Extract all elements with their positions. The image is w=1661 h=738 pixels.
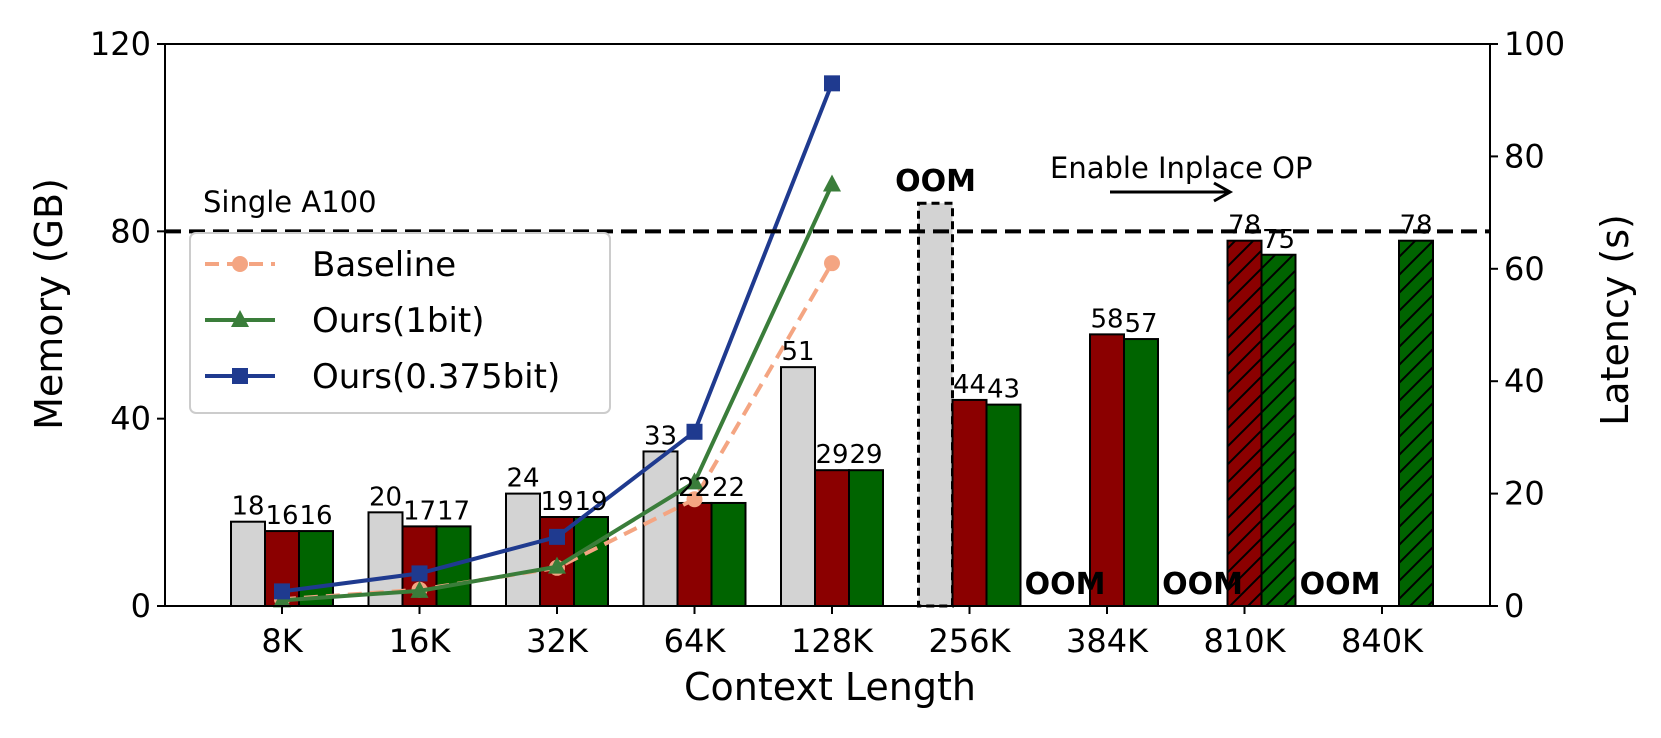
bar-hatch-ours0375_mem-840K bbox=[1399, 240, 1433, 606]
bar-label-ours1bit_mem-64K: 22 bbox=[678, 473, 711, 503]
bar-ours0375_mem-384K bbox=[1123, 338, 1159, 607]
y-right-tick-label-60: 60 bbox=[1504, 250, 1545, 288]
x-tick-label-840K: 840K bbox=[1341, 622, 1424, 660]
y-left-tick-label-80: 80 bbox=[110, 212, 151, 250]
bar-ours0375_mem-128K bbox=[848, 469, 884, 607]
bar-ours0375_mem-64K bbox=[710, 501, 747, 608]
y-left-tick-label-40: 40 bbox=[110, 400, 151, 438]
marker-Ours(0.375bit)-64K bbox=[686, 423, 703, 440]
legend-label-Ours(0.375bit): Ours(0.375bit) bbox=[312, 357, 560, 397]
legend-label-Ours(1bit): Ours(1bit) bbox=[312, 301, 485, 341]
marker-Ours(0.375bit)-8K bbox=[274, 583, 290, 600]
annotation-arrow-head bbox=[1213, 181, 1234, 203]
x-tick-label-128K: 128K bbox=[791, 622, 874, 660]
single-a100-label: Single A100 bbox=[203, 185, 377, 219]
bar-ours1bit_mem-64K bbox=[676, 501, 713, 608]
oom-label-384K: OOM bbox=[1025, 567, 1106, 602]
bar-ours1bit_mem-384K bbox=[1089, 333, 1125, 607]
bar-label-ours1bit_mem-16K: 17 bbox=[403, 496, 436, 526]
x-tick-label-64K: 64K bbox=[664, 622, 727, 660]
y-axis-right-title: Latency (s) bbox=[1593, 214, 1637, 426]
marker-Ours(0.375bit)-16K bbox=[411, 565, 428, 582]
marker-Ours(1bit)-32K bbox=[548, 556, 566, 574]
bar-label-baseline_mem-32K: 24 bbox=[506, 464, 539, 494]
legend-label-Baseline: Baseline bbox=[312, 245, 456, 285]
x-tick-label-32K: 32K bbox=[526, 622, 589, 660]
y-left-tick-label-120: 120 bbox=[90, 25, 151, 63]
bar-ours0375_mem-8K bbox=[298, 530, 334, 607]
marker-Ours(1bit)-16K bbox=[410, 580, 429, 598]
marker-Ours(0.375bit)-32K bbox=[549, 528, 565, 545]
bars-layer bbox=[230, 201, 1434, 608]
oom-label-256K: OOM bbox=[895, 164, 976, 199]
x-tick-label-16K: 16K bbox=[389, 622, 452, 660]
bar-label-ours0375_mem-256K: 43 bbox=[987, 375, 1020, 405]
bar-label-ours0375_mem-840K: 78 bbox=[1399, 211, 1432, 241]
marker-Ours(1bit)-64K bbox=[685, 472, 704, 490]
bar-ours1bit_mem-256K bbox=[951, 398, 988, 607]
x-axis-title: Context Length bbox=[684, 665, 976, 709]
y-right-tick-label-20: 20 bbox=[1504, 475, 1545, 513]
y-left-tick-label-0: 0 bbox=[131, 587, 151, 625]
bar-label-ours0375_mem-64K: 22 bbox=[712, 473, 745, 503]
text-layer: Context Length Memory (GB) Latency (s) S… bbox=[27, 25, 1637, 709]
bar-label-ours1bit_mem-256K: 44 bbox=[953, 370, 986, 400]
y-right-tick-label-40: 40 bbox=[1504, 362, 1545, 400]
bar-label-baseline_mem-16K: 20 bbox=[369, 482, 402, 512]
bar-ours0375_mem-256K bbox=[985, 403, 1022, 607]
marker-Baseline-64K bbox=[686, 491, 703, 508]
y-right-tick-label-100: 100 bbox=[1504, 25, 1565, 63]
bar-label-ours1bit_mem-8K: 16 bbox=[265, 501, 298, 531]
x-tick-label-256K: 256K bbox=[928, 622, 1011, 660]
bar-baseline_mem-128K bbox=[780, 366, 816, 607]
oom-label-810K: OOM bbox=[1162, 567, 1243, 602]
y-right-tick-label-80: 80 bbox=[1504, 137, 1545, 175]
bar-label-ours1bit_mem-128K: 29 bbox=[815, 440, 848, 470]
legend: Baseline Ours(1bit) Ours(0.375bit) bbox=[189, 232, 611, 414]
bar-label-ours0375_mem-128K: 29 bbox=[849, 440, 882, 470]
bar-baseline_mem-256K bbox=[917, 201, 954, 608]
legend-marker-Ours(1bit) bbox=[231, 310, 249, 327]
inplace-op-annotation: Enable Inplace OP bbox=[1050, 151, 1313, 185]
marker-Ours(0.375bit)-128K bbox=[824, 75, 840, 92]
bar-label-ours1bit_mem-810K: 78 bbox=[1228, 211, 1261, 241]
reference-line-layer bbox=[165, 181, 1490, 234]
bar-label-baseline_mem-8K: 18 bbox=[231, 492, 264, 522]
x-tick-label-810K: 810K bbox=[1203, 622, 1286, 660]
bar-label-ours0375_mem-384K: 57 bbox=[1124, 309, 1157, 339]
bar-label-ours1bit_mem-32K: 19 bbox=[540, 487, 573, 517]
y-right-tick-label-0: 0 bbox=[1504, 587, 1524, 625]
bar-hatch-ours1bit_mem-810K bbox=[1227, 240, 1262, 606]
axes-layer bbox=[157, 43, 1498, 614]
bar-label-baseline_mem-64K: 33 bbox=[644, 421, 677, 451]
bar-baseline_mem-64K bbox=[642, 450, 679, 608]
bar-label-baseline_mem-128K: 51 bbox=[781, 337, 814, 367]
bar-baseline_mem-8K bbox=[230, 520, 266, 608]
bar-label-ours0375_mem-810K: 75 bbox=[1262, 225, 1295, 255]
lines-layer bbox=[273, 75, 841, 608]
plot-frame bbox=[164, 43, 1491, 607]
y-axis-left-title: Memory (GB) bbox=[27, 178, 71, 430]
x-tick-label-384K: 384K bbox=[1066, 622, 1149, 660]
legend-marker-Ours(0.375bit) bbox=[232, 368, 248, 384]
bar-label-ours0375_mem-32K: 19 bbox=[574, 487, 607, 517]
legend-marker-Baseline bbox=[232, 256, 248, 272]
bar-label-ours0375_mem-16K: 17 bbox=[437, 496, 470, 526]
marker-Ours(1bit)-128K bbox=[823, 174, 841, 192]
bar-label-ours0375_mem-8K: 16 bbox=[299, 501, 332, 531]
bar-hatch-ours0375_mem-810K bbox=[1261, 254, 1296, 606]
oom-label-840K: OOM bbox=[1300, 567, 1381, 602]
bar-ours1bit_mem-128K bbox=[814, 469, 850, 607]
x-tick-label-8K: 8K bbox=[261, 622, 303, 660]
marker-Baseline-128K bbox=[824, 255, 840, 272]
bar-ours0375_mem-32K bbox=[573, 516, 609, 607]
bar-label-ours1bit_mem-384K: 58 bbox=[1090, 304, 1123, 334]
legend-frame bbox=[189, 232, 611, 414]
